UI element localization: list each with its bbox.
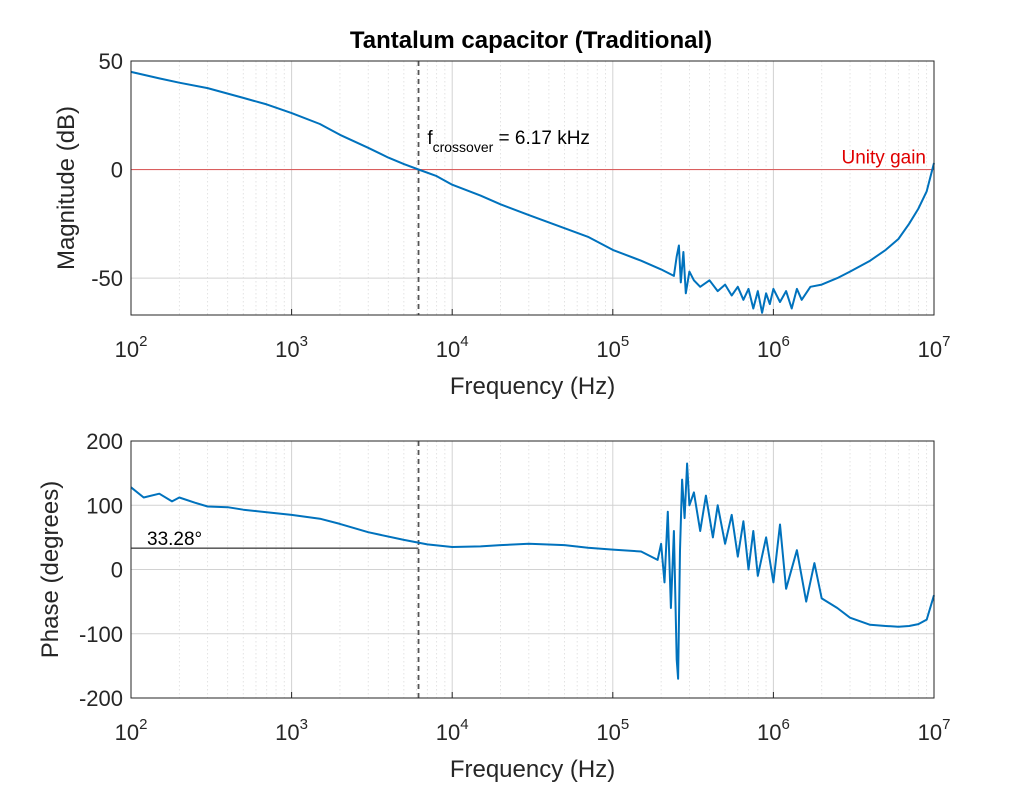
axes-box bbox=[130, 440, 935, 699]
y-tick-label: 100 bbox=[86, 493, 123, 518]
axes-box bbox=[130, 60, 935, 316]
y-axis-label: Magnitude (dB) bbox=[53, 106, 80, 270]
phase-plot: 102 103 104 105 106 1072001000-100-200Frequen… bbox=[37, 429, 950, 783]
crossover-frequency-annotation: fcrossover = 6.17 kHz bbox=[427, 128, 590, 155]
x-tick-label: 105 bbox=[596, 333, 629, 362]
y-axis-label: Phase (degrees) bbox=[37, 481, 64, 658]
phase-margin-label: 33.28° bbox=[147, 529, 202, 550]
unity-gain-label: Unity gain bbox=[842, 148, 927, 169]
y-tick-label: 0 bbox=[111, 158, 123, 183]
series-line-phase bbox=[130, 462, 935, 680]
x-axis-label: Frequency (Hz) bbox=[450, 756, 615, 783]
series-line-magnitude bbox=[130, 70, 935, 314]
y-tick-label: 0 bbox=[111, 558, 123, 583]
y-tick-label: -100 bbox=[79, 622, 123, 647]
y-tick-label: 200 bbox=[86, 429, 123, 454]
y-tick-label: 50 bbox=[99, 49, 123, 74]
chart-title: Tantalum capacitor (Traditional) bbox=[350, 27, 712, 54]
x-axis-label: Frequency (Hz) bbox=[450, 373, 615, 400]
y-tick-label: -50 bbox=[91, 266, 123, 291]
y-tick-label: -200 bbox=[79, 686, 123, 711]
